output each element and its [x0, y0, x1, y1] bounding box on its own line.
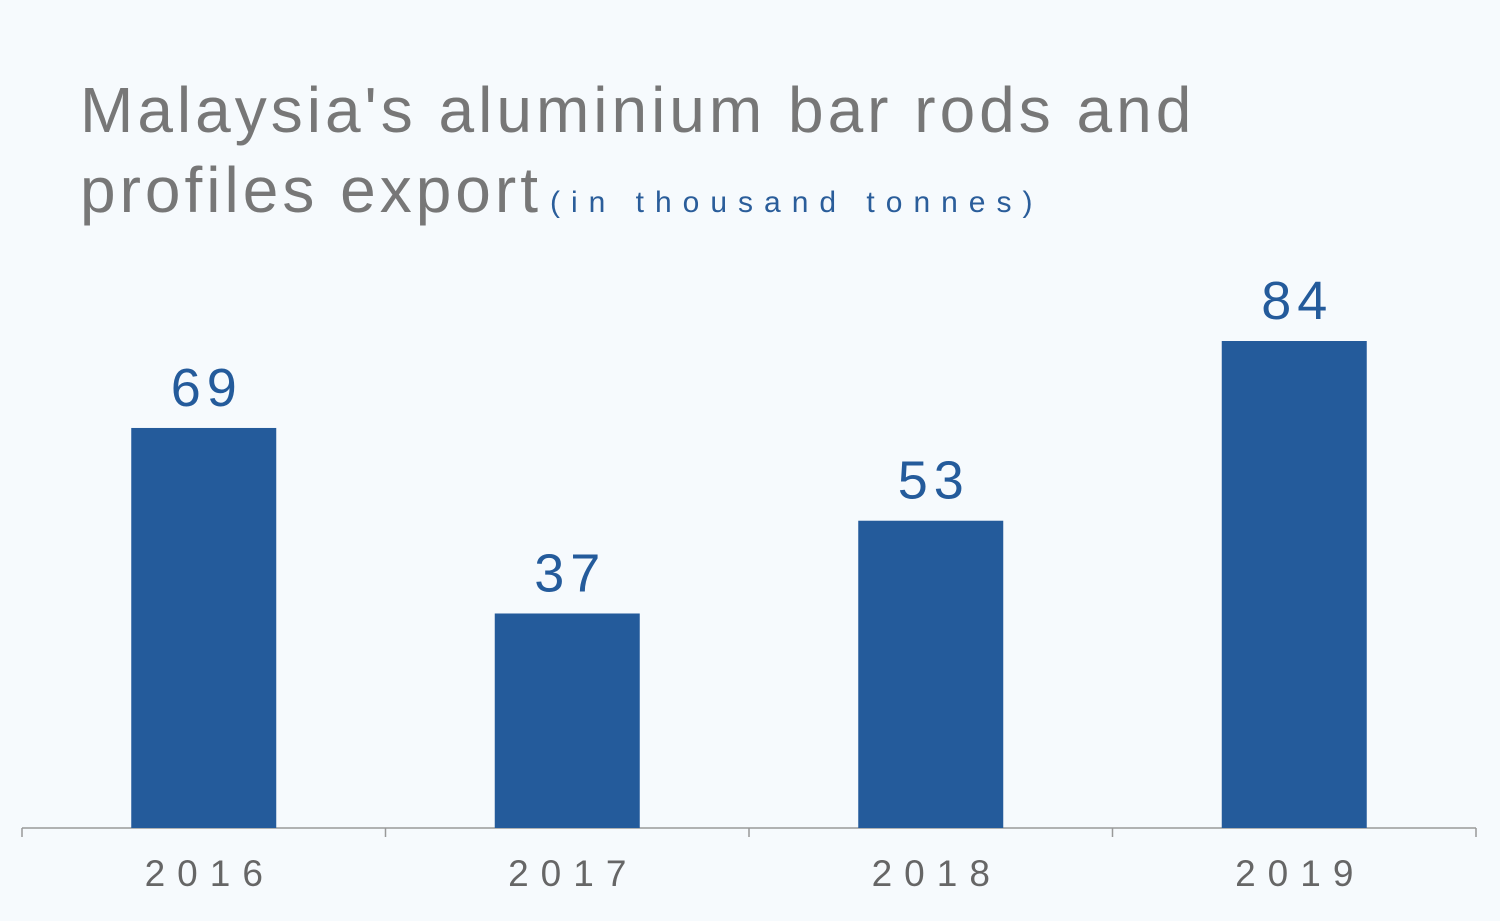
x-tick-label: 2016: [145, 853, 275, 894]
value-label: 84: [1261, 271, 1333, 331]
x-tick-label: 2018: [872, 853, 1002, 894]
value-label: 37: [534, 543, 606, 603]
x-tick-label: 2019: [1235, 853, 1365, 894]
chart-title: Malaysia's aluminium bar rods and profil…: [80, 74, 1196, 226]
bar: [1221, 341, 1367, 828]
bar: [131, 427, 277, 828]
chart-title-block: Malaysia's aluminium bar rods and profil…: [80, 70, 1340, 243]
bar: [858, 520, 1004, 828]
x-tick-label: 2017: [508, 853, 638, 894]
value-label: 53: [898, 451, 970, 511]
chart-subtitle: (in thousand tonnes): [549, 186, 1044, 219]
bar: [494, 613, 640, 828]
value-label: 69: [171, 358, 243, 418]
